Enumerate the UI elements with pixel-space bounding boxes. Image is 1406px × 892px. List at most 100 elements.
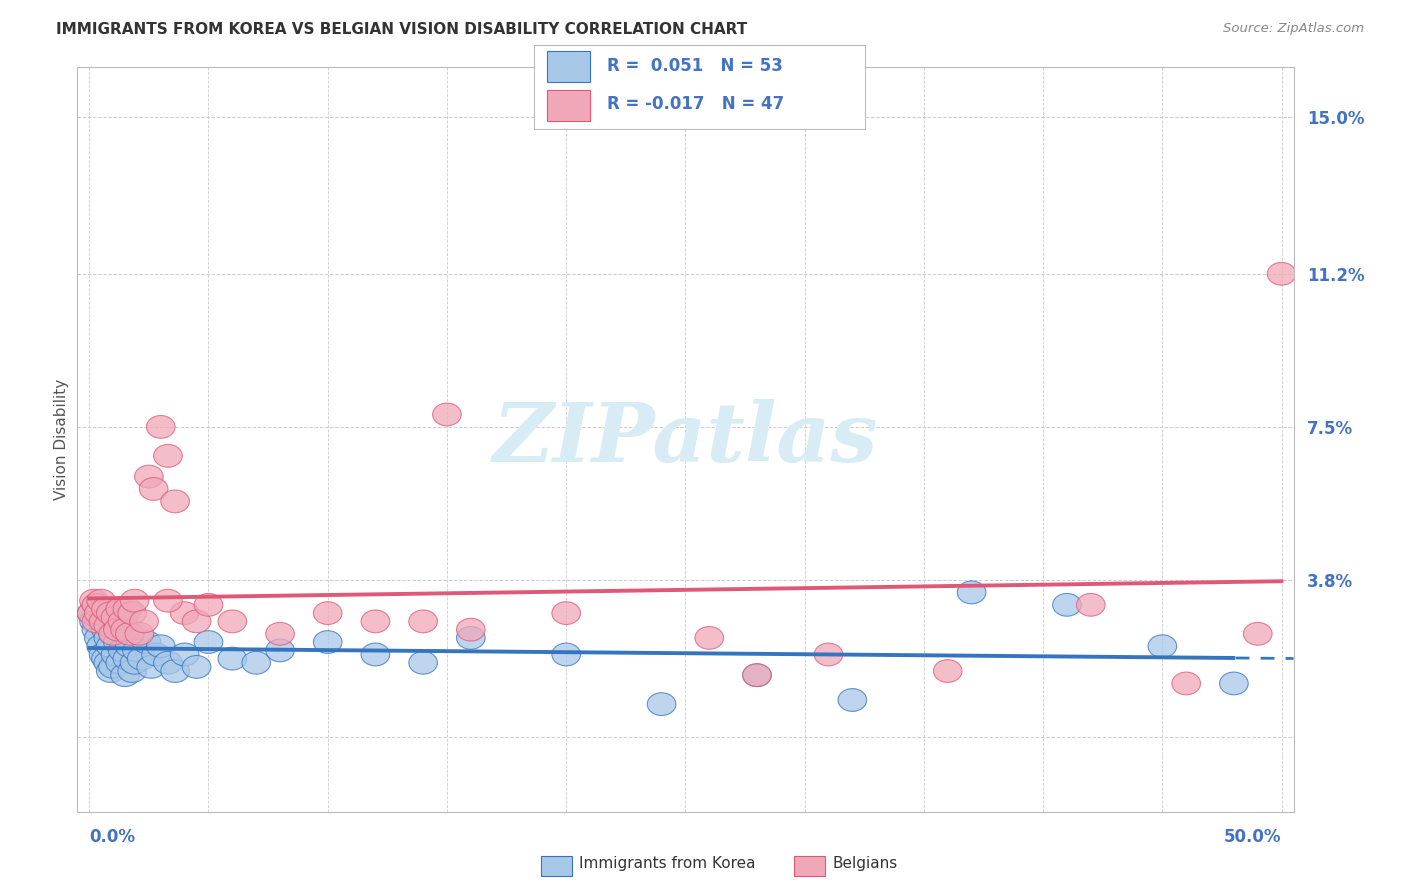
Text: Source: ZipAtlas.com: Source: ZipAtlas.com — [1223, 22, 1364, 36]
Ellipse shape — [160, 660, 190, 682]
Ellipse shape — [121, 590, 149, 612]
Ellipse shape — [1173, 672, 1201, 695]
Ellipse shape — [146, 416, 176, 438]
Ellipse shape — [457, 626, 485, 649]
Ellipse shape — [838, 689, 866, 712]
Ellipse shape — [118, 602, 146, 624]
Ellipse shape — [153, 444, 183, 467]
Ellipse shape — [118, 660, 146, 682]
Ellipse shape — [194, 593, 222, 616]
Text: R =  0.051   N = 53: R = 0.051 N = 53 — [607, 57, 783, 75]
Ellipse shape — [139, 477, 167, 500]
Ellipse shape — [94, 651, 122, 674]
Ellipse shape — [94, 626, 122, 649]
Ellipse shape — [1267, 262, 1296, 285]
Ellipse shape — [105, 598, 135, 620]
Ellipse shape — [1243, 623, 1272, 645]
Ellipse shape — [647, 693, 676, 715]
Ellipse shape — [87, 635, 115, 657]
Ellipse shape — [136, 656, 166, 678]
Text: Immigrants from Korea: Immigrants from Korea — [579, 856, 756, 871]
Text: 0.0%: 0.0% — [89, 829, 135, 847]
Ellipse shape — [91, 648, 121, 670]
Ellipse shape — [105, 651, 135, 674]
Ellipse shape — [91, 598, 121, 620]
Text: Belgians: Belgians — [832, 856, 897, 871]
Ellipse shape — [108, 610, 136, 632]
Ellipse shape — [122, 639, 152, 662]
Ellipse shape — [80, 590, 108, 612]
Ellipse shape — [128, 648, 156, 670]
Ellipse shape — [170, 602, 200, 624]
Ellipse shape — [814, 643, 842, 665]
Ellipse shape — [101, 606, 129, 629]
Ellipse shape — [1077, 593, 1105, 616]
Ellipse shape — [183, 610, 211, 632]
Ellipse shape — [957, 581, 986, 604]
Ellipse shape — [142, 643, 170, 665]
Ellipse shape — [242, 651, 270, 674]
Y-axis label: Vision Disability: Vision Disability — [53, 379, 69, 500]
Ellipse shape — [89, 610, 118, 632]
Ellipse shape — [77, 602, 105, 624]
Ellipse shape — [112, 648, 142, 670]
Text: ZIPatlas: ZIPatlas — [492, 400, 879, 479]
Ellipse shape — [87, 598, 115, 620]
Ellipse shape — [104, 618, 132, 641]
Ellipse shape — [433, 403, 461, 425]
Ellipse shape — [98, 623, 128, 645]
Ellipse shape — [111, 664, 139, 687]
Ellipse shape — [934, 660, 962, 682]
Ellipse shape — [97, 660, 125, 682]
Ellipse shape — [132, 631, 160, 654]
Ellipse shape — [84, 626, 112, 649]
Ellipse shape — [1053, 593, 1081, 616]
Ellipse shape — [112, 598, 142, 620]
Ellipse shape — [82, 593, 111, 616]
Ellipse shape — [361, 643, 389, 665]
Ellipse shape — [84, 606, 112, 629]
Ellipse shape — [742, 664, 772, 687]
Ellipse shape — [314, 631, 342, 654]
Ellipse shape — [82, 593, 111, 616]
Ellipse shape — [98, 623, 128, 645]
Ellipse shape — [553, 643, 581, 665]
Ellipse shape — [87, 590, 115, 612]
Ellipse shape — [82, 618, 111, 641]
Ellipse shape — [115, 635, 143, 657]
Ellipse shape — [457, 618, 485, 641]
Ellipse shape — [121, 651, 149, 674]
Ellipse shape — [94, 614, 122, 637]
Ellipse shape — [89, 643, 118, 665]
Ellipse shape — [135, 465, 163, 488]
Ellipse shape — [97, 602, 125, 624]
Ellipse shape — [82, 610, 111, 632]
Ellipse shape — [194, 631, 222, 654]
Ellipse shape — [115, 623, 143, 645]
Ellipse shape — [104, 631, 132, 654]
Ellipse shape — [695, 626, 724, 649]
Text: 50.0%: 50.0% — [1225, 829, 1282, 847]
Ellipse shape — [266, 639, 294, 662]
Text: R = -0.017   N = 47: R = -0.017 N = 47 — [607, 95, 785, 113]
Ellipse shape — [1219, 672, 1249, 695]
Text: IMMIGRANTS FROM KOREA VS BELGIAN VISION DISABILITY CORRELATION CHART: IMMIGRANTS FROM KOREA VS BELGIAN VISION … — [56, 22, 748, 37]
Ellipse shape — [108, 639, 136, 662]
Ellipse shape — [314, 602, 342, 624]
Ellipse shape — [146, 635, 176, 657]
Ellipse shape — [218, 610, 246, 632]
Ellipse shape — [266, 623, 294, 645]
Ellipse shape — [170, 643, 200, 665]
Ellipse shape — [218, 648, 246, 670]
Ellipse shape — [553, 602, 581, 624]
Ellipse shape — [91, 618, 121, 641]
Ellipse shape — [361, 610, 389, 632]
Ellipse shape — [98, 656, 128, 678]
Ellipse shape — [111, 618, 139, 641]
Ellipse shape — [101, 643, 129, 665]
Ellipse shape — [125, 623, 153, 645]
Ellipse shape — [84, 602, 112, 624]
FancyBboxPatch shape — [547, 52, 591, 82]
Ellipse shape — [409, 610, 437, 632]
Ellipse shape — [1149, 635, 1177, 657]
